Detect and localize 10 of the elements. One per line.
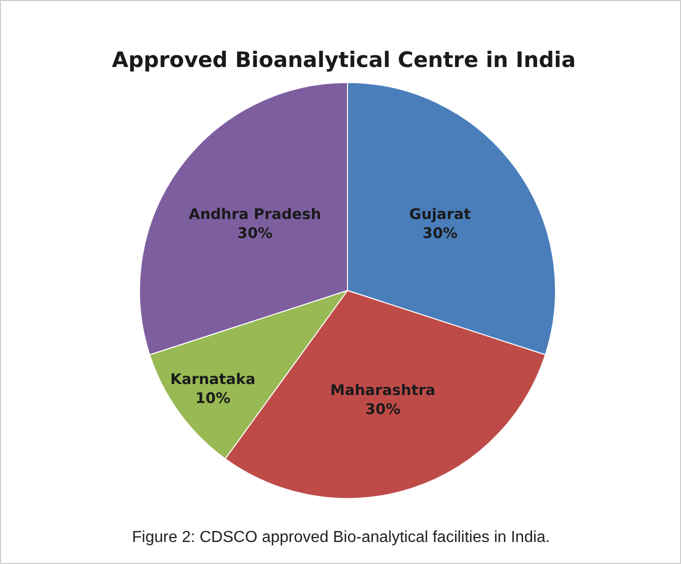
data-label: 10% [195,390,231,407]
caption: Figure 2: CDSCO approved Bio-analytical facilities in India. [132,529,550,546]
slice-label: Andhra Pradesh [188,206,322,223]
slice-label: Karnataka [170,370,256,388]
slice-label: Gujarat [409,206,471,223]
data-label: 30% [422,224,458,242]
chart-title: Approved Bioanalytical Centre in India [112,48,576,73]
slice-label: Maharashtra [330,382,436,399]
data-label: 30% [237,224,273,242]
data-label: 30% [365,400,401,418]
